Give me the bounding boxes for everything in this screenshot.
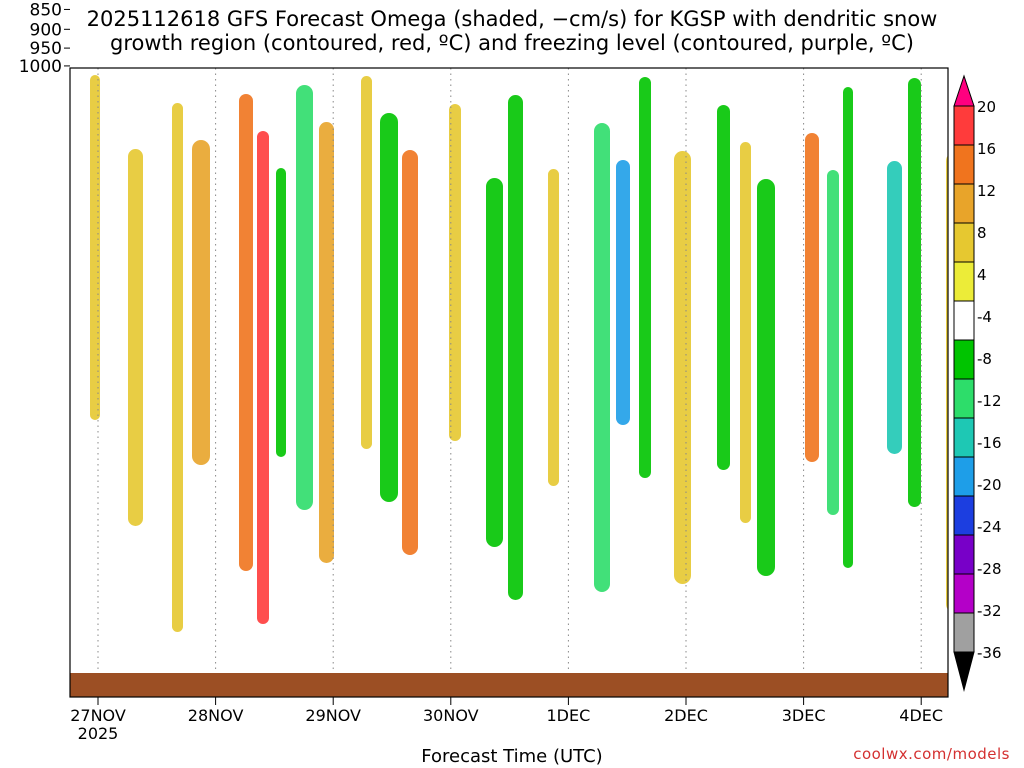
colorbar-segment <box>953 300 975 341</box>
omega-shade <box>740 142 751 523</box>
colorbar-label: -28 <box>977 560 1002 578</box>
omega-shade <box>930 115 941 560</box>
omega-shade <box>467 141 477 494</box>
colorbar-segment <box>953 417 975 458</box>
colorbar-segment <box>953 261 975 302</box>
colorbar-label: -8 <box>977 350 992 368</box>
plot-frame <box>69 67 949 698</box>
y-tick-label: 850 <box>30 0 62 20</box>
omega-feature <box>701 0 729 29</box>
omega-shade <box>566 86 584 539</box>
omega-shade <box>757 179 775 576</box>
x-tick-label: 3DEC <box>782 706 826 725</box>
omega-shade <box>239 94 253 571</box>
omega-shade <box>296 85 313 510</box>
y-tick-label: 950 <box>30 39 62 59</box>
omega-shade <box>90 75 100 420</box>
omega-shade <box>695 188 710 637</box>
colorbar-cap-bottom <box>953 651 975 692</box>
colorbar-label: -16 <box>977 434 1002 452</box>
omega-shade <box>343 159 356 616</box>
omega-shade <box>153 186 166 579</box>
omega-shade <box>887 161 902 454</box>
omega-shade <box>104 112 121 473</box>
y-tick-label: 1000 <box>19 57 62 77</box>
omega-core <box>708 0 722 15</box>
omega-shade <box>531 132 544 433</box>
x-tick-label: 27NOV <box>70 706 126 725</box>
omega-shade <box>215 177 231 518</box>
omega-shade <box>616 160 630 425</box>
colorbar-segment <box>953 495 975 536</box>
colorbar-segment <box>953 534 975 575</box>
colorbar-label: -20 <box>977 476 1002 494</box>
plot-area: -18-18-18-18-18-12-12-12-12-12 <box>59 0 1024 697</box>
omega-core <box>81 0 95 2</box>
omega-shade <box>192 140 210 465</box>
omega-shade <box>402 150 418 555</box>
freezing-level-line <box>59 0 951 57</box>
y-tick-label: 900 <box>30 20 62 40</box>
colorbar-label: -24 <box>977 518 1002 536</box>
omega-shade <box>449 104 461 441</box>
colorbar-segment <box>953 573 975 614</box>
omega-shade <box>508 95 523 600</box>
colorbar-cap-top <box>953 74 975 107</box>
colorbar-segment <box>953 339 975 380</box>
omega-shade <box>1013 143 1024 552</box>
colorbar-label: 20 <box>977 98 996 116</box>
x-tick-label: 29NOV <box>305 706 361 725</box>
omega-shade <box>639 77 651 478</box>
colorbar-segment <box>953 144 975 185</box>
omega-shade <box>486 178 503 547</box>
credit-link[interactable]: coolwx.com/models <box>853 745 1010 763</box>
colorbar-segment <box>953 612 975 653</box>
omega-shade <box>172 103 183 632</box>
colorbar-label: -12 <box>977 392 1002 410</box>
x-tick-label: 2DEC <box>664 706 708 725</box>
colorbar-segment <box>953 183 975 224</box>
omega-shade <box>860 124 877 621</box>
x-axis-title: Forecast Time (UTC) <box>421 746 603 767</box>
omega-feature <box>74 0 102 29</box>
chart-title-line-2: growth region (contoured, red, ºC) and f… <box>110 31 914 55</box>
omega-shade <box>843 87 853 568</box>
colorbar-segment <box>953 378 975 419</box>
colorbar-label: -36 <box>977 644 1002 662</box>
omega-shade <box>548 169 559 486</box>
omega-shade <box>594 123 610 592</box>
colorbar-label: 4 <box>977 266 987 284</box>
x-tick-label: 30NOV <box>423 706 479 725</box>
terrain-fill <box>70 673 948 697</box>
colorbar-segment <box>953 456 975 497</box>
omega-shade <box>908 78 921 507</box>
colorbar-label: 12 <box>977 182 996 200</box>
omega-shade <box>425 187 439 608</box>
omega-shade <box>717 105 730 470</box>
x-tick-sublabel: 2025 <box>78 724 119 743</box>
omega-shade <box>276 168 286 457</box>
omega-shade <box>361 76 372 449</box>
x-tick-label: 1DEC <box>547 706 591 725</box>
colorbar-label: -4 <box>977 308 992 326</box>
colorbar-segment <box>953 222 975 263</box>
omega-shade <box>674 151 691 584</box>
omega-shade <box>257 131 269 624</box>
colorbar-label: -32 <box>977 602 1002 620</box>
colorbar-segment <box>953 105 975 146</box>
omega-shade <box>380 113 398 502</box>
omega-shade <box>784 96 800 629</box>
x-tick-label: 4DEC <box>899 706 943 725</box>
colorbar: 20 16 12 8 4 -4 -8 -12 -16 -20 -24 -28 -32 -36 <box>953 74 1002 692</box>
omega-shade <box>805 133 819 462</box>
chart-title-line-1: 2025112618 GFS Forecast Omega (shaded, −… <box>86 7 938 31</box>
colorbar-label: 8 <box>977 224 987 242</box>
omega-shade <box>128 149 143 526</box>
colorbar-label: 16 <box>977 140 996 158</box>
omega-shade <box>656 114 666 531</box>
omega-shade <box>827 170 839 515</box>
omega-shade <box>319 122 334 563</box>
x-tick-label: 28NOV <box>188 706 244 725</box>
